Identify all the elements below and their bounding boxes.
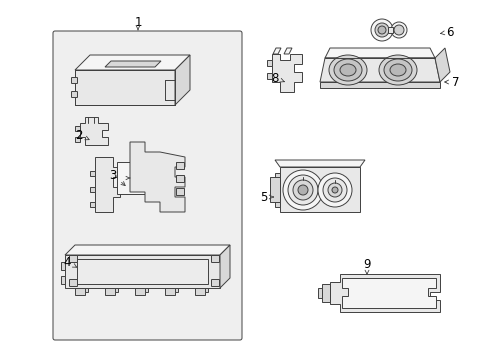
Polygon shape [90, 202, 95, 207]
Polygon shape [77, 259, 208, 284]
Text: 5: 5 [260, 190, 273, 203]
Circle shape [293, 180, 313, 200]
Ellipse shape [334, 59, 362, 81]
Circle shape [283, 170, 323, 210]
Polygon shape [75, 137, 80, 142]
Polygon shape [95, 157, 120, 212]
Polygon shape [85, 288, 88, 292]
Ellipse shape [340, 64, 356, 76]
Text: 2: 2 [75, 129, 89, 141]
Circle shape [391, 22, 407, 38]
Text: 7: 7 [445, 76, 460, 89]
Polygon shape [273, 48, 281, 54]
Circle shape [328, 183, 342, 197]
Polygon shape [90, 171, 95, 176]
Polygon shape [435, 48, 450, 82]
Polygon shape [117, 162, 149, 194]
Polygon shape [284, 48, 292, 54]
Ellipse shape [384, 59, 412, 81]
Polygon shape [318, 288, 322, 298]
Text: 4: 4 [63, 256, 77, 269]
Ellipse shape [379, 55, 417, 85]
Polygon shape [320, 82, 440, 88]
Polygon shape [205, 288, 208, 292]
FancyBboxPatch shape [70, 279, 77, 287]
Text: 6: 6 [441, 26, 454, 39]
Polygon shape [267, 73, 272, 79]
Polygon shape [275, 160, 365, 167]
Polygon shape [275, 173, 280, 180]
Polygon shape [176, 175, 184, 182]
Circle shape [318, 173, 352, 207]
Polygon shape [61, 262, 65, 270]
Polygon shape [135, 288, 145, 295]
Polygon shape [145, 288, 148, 292]
Polygon shape [75, 126, 80, 131]
Text: 3: 3 [109, 168, 125, 185]
Circle shape [371, 19, 393, 41]
Polygon shape [65, 245, 230, 255]
Circle shape [375, 23, 389, 37]
Polygon shape [175, 288, 178, 292]
Polygon shape [90, 187, 95, 192]
Polygon shape [322, 284, 330, 302]
Polygon shape [115, 288, 118, 292]
Polygon shape [80, 117, 108, 145]
Polygon shape [220, 245, 230, 288]
FancyBboxPatch shape [212, 256, 220, 262]
FancyBboxPatch shape [53, 31, 242, 340]
Circle shape [378, 26, 386, 34]
FancyBboxPatch shape [72, 77, 77, 84]
Polygon shape [61, 276, 65, 284]
Polygon shape [320, 58, 440, 82]
Polygon shape [176, 188, 184, 195]
Ellipse shape [390, 64, 406, 76]
Polygon shape [342, 278, 436, 308]
Polygon shape [280, 167, 360, 212]
Polygon shape [272, 54, 302, 92]
Circle shape [332, 187, 338, 193]
Polygon shape [176, 162, 184, 169]
Polygon shape [105, 288, 115, 295]
FancyBboxPatch shape [70, 256, 77, 262]
Polygon shape [105, 61, 161, 67]
Polygon shape [388, 27, 393, 33]
Polygon shape [275, 187, 280, 194]
Text: 8: 8 [271, 72, 284, 85]
Polygon shape [65, 255, 220, 288]
Polygon shape [130, 142, 185, 212]
Circle shape [323, 178, 347, 202]
Polygon shape [275, 200, 280, 207]
Circle shape [394, 25, 404, 35]
Polygon shape [75, 288, 85, 295]
Polygon shape [175, 55, 190, 105]
Circle shape [298, 185, 308, 195]
Polygon shape [75, 70, 175, 105]
Polygon shape [325, 48, 435, 58]
Polygon shape [330, 274, 440, 312]
Polygon shape [195, 288, 205, 295]
Text: 1: 1 [134, 15, 142, 28]
Circle shape [288, 175, 318, 205]
FancyBboxPatch shape [212, 279, 220, 287]
FancyBboxPatch shape [72, 91, 77, 98]
Text: 9: 9 [363, 257, 371, 274]
Ellipse shape [329, 55, 367, 85]
Polygon shape [75, 55, 190, 70]
Polygon shape [165, 288, 175, 295]
Polygon shape [267, 60, 272, 66]
Polygon shape [270, 177, 280, 202]
